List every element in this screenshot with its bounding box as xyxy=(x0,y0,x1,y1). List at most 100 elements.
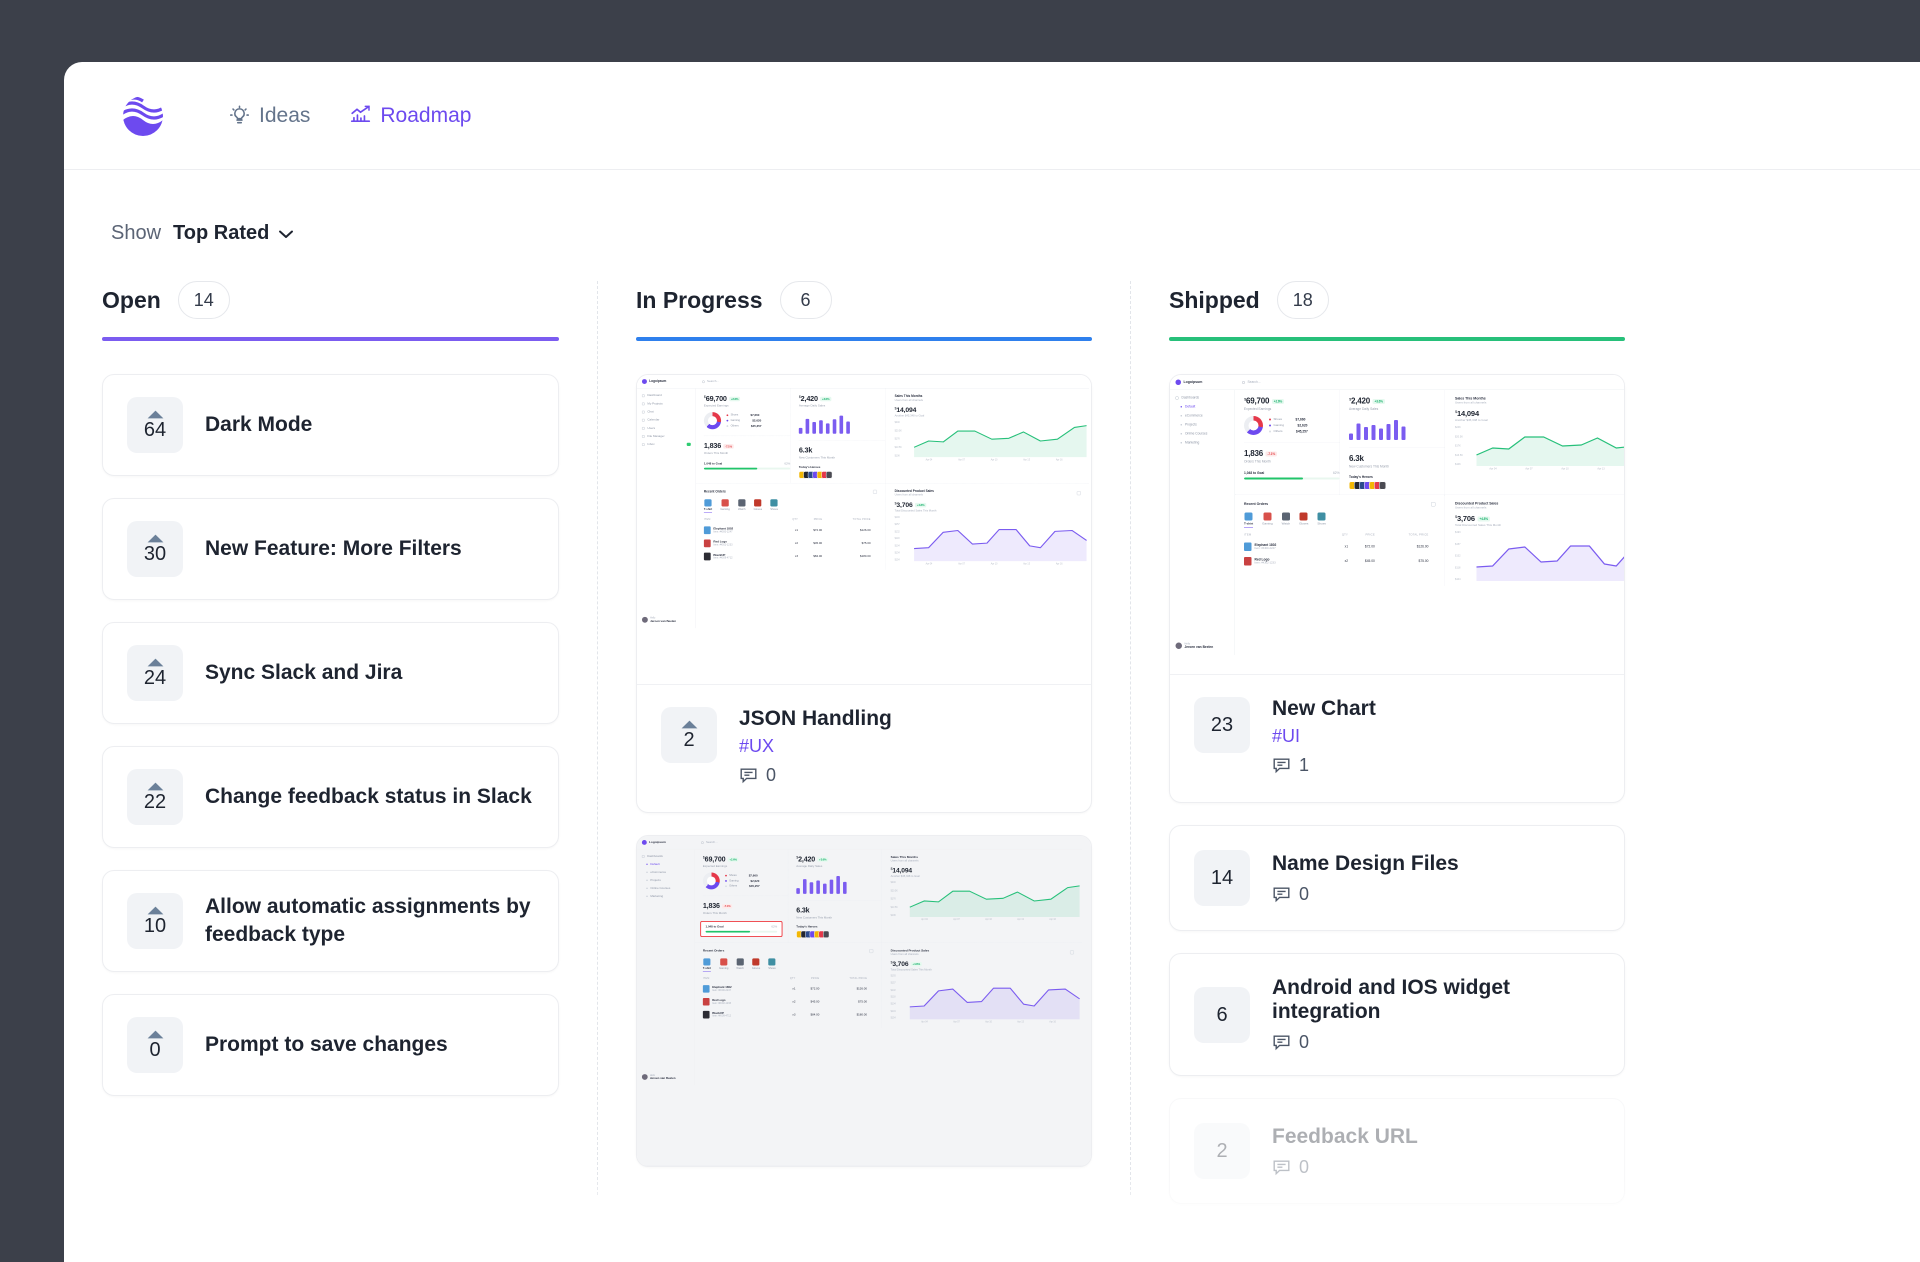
upvote-button[interactable]: 64 xyxy=(127,397,183,453)
comment-count-group[interactable]: 0 xyxy=(1272,884,1459,905)
mini-sidebar-item[interactable]: Calendar xyxy=(641,418,695,422)
category-tab[interactable]: Gloves xyxy=(752,958,760,972)
idea-card[interactable]: Logoipsum Search... Dashboards xyxy=(636,835,1092,1167)
mini-sidebar-item[interactable]: eCommerce xyxy=(1180,414,1235,418)
upvote-button[interactable]: 2 xyxy=(661,707,717,763)
mini-sidebar-item[interactable]: Marketing xyxy=(1180,441,1235,445)
idea-card[interactable]: 2 Feedback URL 0 xyxy=(1169,1098,1625,1204)
idea-title: Sync Slack and Jira xyxy=(205,661,403,685)
more-options-icon[interactable] xyxy=(1069,950,1074,955)
idea-card[interactable]: 24 Sync Slack and Jira xyxy=(102,622,559,724)
idea-title: New Feature: More Filters xyxy=(205,537,462,561)
currency-symbol: $ xyxy=(798,394,801,399)
chart-note: Total Discounted Sales This Month xyxy=(890,968,932,972)
mini-sidebar-item[interactable]: Inbox xyxy=(641,442,695,446)
mini-sidebar-item[interactable]: Default xyxy=(645,863,694,866)
currency-symbol: $ xyxy=(1455,409,1457,415)
y-tick: $24K xyxy=(894,421,900,424)
idea-tag[interactable]: #UX xyxy=(739,736,775,756)
idea-card[interactable]: 22 Change feedback status in Slack xyxy=(102,746,559,848)
upvote-button[interactable]: 30 xyxy=(127,521,183,577)
mini-sidebar-item[interactable]: File Manager xyxy=(641,435,695,438)
category-tab[interactable]: T-shirt xyxy=(702,958,712,972)
mini-sidebar-item[interactable]: Projects xyxy=(1180,423,1235,427)
mini-sidebar-user[interactable]: Hello Jeroen van Beelen xyxy=(641,1074,675,1080)
category-tab[interactable]: Gaming xyxy=(720,499,730,513)
goal-progress-fill xyxy=(705,930,750,933)
idea-card[interactable]: 6 Android and IOS widget integration 0 xyxy=(1169,953,1625,1076)
sort-dropdown[interactable]: Top Rated xyxy=(173,222,294,245)
mini-sidebar-user[interactable]: Hello Jeroen van Beelen xyxy=(641,616,676,623)
nav-item-roadmap[interactable]: Roadmap xyxy=(350,104,471,128)
product-name: Red Logo xyxy=(712,999,726,1003)
idea-card[interactable]: Logoipsum Search... Dashboards xyxy=(1169,374,1625,803)
kpi-value: 2,420 xyxy=(798,855,816,864)
x-tick: Apr 07 xyxy=(953,918,960,921)
mini-sidebar-group[interactable]: Dashboards xyxy=(1175,396,1235,400)
upvote-button[interactable]: 10 xyxy=(127,893,183,949)
more-options-icon[interactable] xyxy=(1076,491,1081,496)
mini-sidebar-item[interactable]: Default xyxy=(1180,405,1235,409)
category-tab[interactable]: Watch xyxy=(736,958,744,972)
more-options-icon[interactable] xyxy=(1431,502,1436,507)
mini-search-field[interactable]: Search... xyxy=(696,380,719,383)
mini-sidebar-group[interactable]: Dashboards xyxy=(641,855,695,858)
upvote-button[interactable]: 0 xyxy=(127,1017,183,1073)
idea-card[interactable]: 10 Allow automatic assignments by feedba… xyxy=(102,870,559,972)
mini-sidebar-item[interactable]: Projects xyxy=(645,879,694,882)
mini-search-field[interactable]: Search... xyxy=(695,841,718,844)
discounted-product-sales-card: Discounted Product Sales Users from all … xyxy=(886,484,1089,570)
vote-display[interactable]: 14 xyxy=(1194,850,1250,906)
idea-card[interactable]: 64 Dark Mode xyxy=(102,374,559,476)
comment-count-group[interactable]: 0 xyxy=(739,765,892,786)
mini-sidebar-item[interactable]: eCommerce xyxy=(645,871,694,874)
mini-sidebar-item[interactable]: Dashboard xyxy=(641,394,695,397)
idea-tag[interactable]: #UI xyxy=(1272,726,1301,746)
card-title: Recent Orders xyxy=(703,490,726,494)
legend-label: Gaming xyxy=(1273,424,1285,428)
mini-dashboard-body: Dashboard My Projects Chat Calendar User… xyxy=(637,388,1089,629)
more-options-icon[interactable] xyxy=(872,489,878,495)
category-tab[interactable]: Gloves xyxy=(754,499,762,513)
category-tab[interactable]: Shoes xyxy=(1317,512,1326,528)
vote-display[interactable]: 6 xyxy=(1194,986,1250,1043)
category-tab[interactable]: Watch xyxy=(1282,512,1290,528)
upvote-button[interactable]: 22 xyxy=(127,769,183,825)
vote-display[interactable]: 2 xyxy=(1194,1123,1250,1179)
comment-count-group[interactable]: 0 xyxy=(1272,1032,1600,1053)
legend-swatch xyxy=(1269,424,1271,427)
category-tab[interactable]: T-shirt xyxy=(1244,512,1254,528)
category-tab[interactable]: Watch xyxy=(738,499,746,513)
category-tab[interactable]: Gaming xyxy=(1262,512,1273,528)
category-tab[interactable]: Shoes xyxy=(768,958,776,972)
donut-graphic xyxy=(702,872,720,890)
mini-sidebar-item[interactable]: Chat xyxy=(641,410,695,413)
category-tab[interactable]: Shoes xyxy=(770,499,778,513)
vote-display[interactable]: 23 xyxy=(1194,697,1250,753)
category-tab[interactable]: Gaming xyxy=(719,958,728,972)
category-tab[interactable]: T-shirt xyxy=(703,499,713,514)
idea-card[interactable]: Logoipsum Search... Dashboard xyxy=(636,374,1092,813)
mini-sidebar-item[interactable]: Marketing xyxy=(645,895,694,898)
mini-sidebar-item[interactable]: Users xyxy=(641,427,695,430)
mini-sidebar-item[interactable]: Online Courses xyxy=(645,887,694,890)
nav-item-ideas[interactable]: Ideas xyxy=(229,104,310,128)
idea-card[interactable]: 30 New Feature: More Filters xyxy=(102,498,559,600)
idea-card[interactable]: 0 Prompt to save changes xyxy=(102,994,559,1096)
mini-search-field[interactable]: Search... xyxy=(1235,381,1261,384)
more-options-icon[interactable] xyxy=(869,949,874,954)
wave-globe-logo[interactable] xyxy=(121,94,165,138)
mini-sidebar-item[interactable]: My Projects xyxy=(641,402,695,405)
upvote-button[interactable]: 24 xyxy=(127,645,183,701)
comment-count: 0 xyxy=(1299,883,1310,904)
table-row: BlackUP Item: #KI09-4712 x3 $84.00 $180.0… xyxy=(703,550,871,563)
category-tab[interactable]: Gloves xyxy=(1299,512,1308,528)
mini-sidebar-label: Inbox xyxy=(647,442,655,446)
comment-count-group[interactable]: 1 xyxy=(1272,755,1376,776)
legend-swatch xyxy=(725,880,727,882)
comment-count-group[interactable]: 0 xyxy=(1272,1157,1418,1178)
discount-area-chart: $193 $157 $132 $118 $104 $134 $154 xyxy=(891,975,1082,1020)
mini-sidebar-item[interactable]: Online Courses xyxy=(1180,432,1235,436)
idea-card[interactable]: 14 Name Design Files 0 xyxy=(1169,825,1625,931)
mini-sidebar-user[interactable]: Hello Jeroen van Beelen xyxy=(1175,642,1213,649)
